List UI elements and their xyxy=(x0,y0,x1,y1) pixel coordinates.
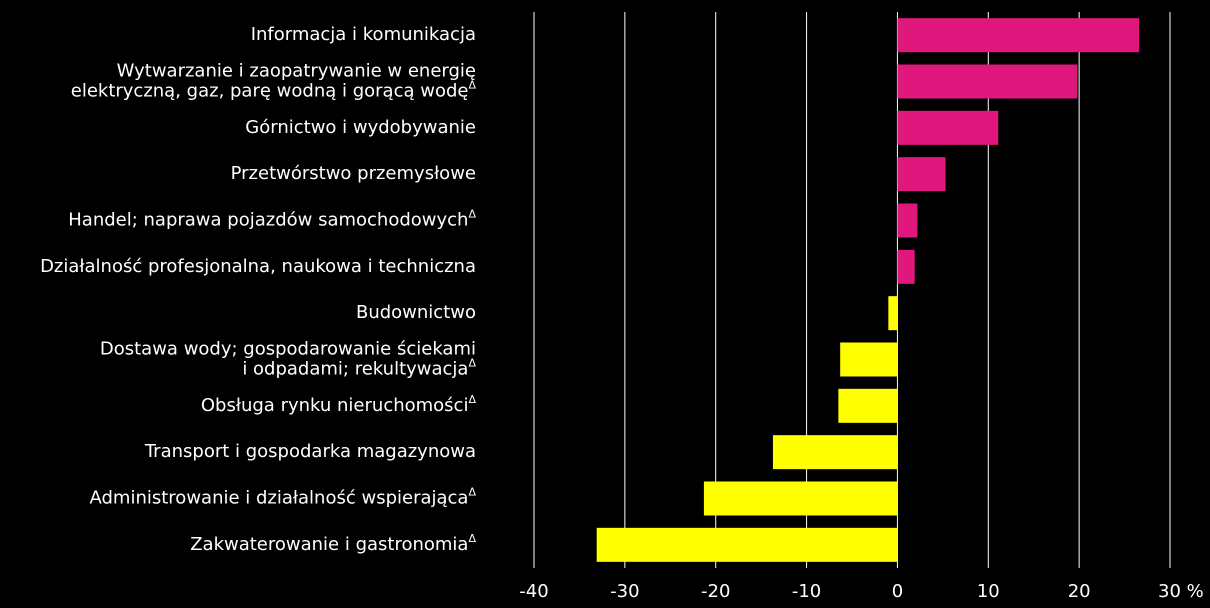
y-tick-label: Administrowanie i działalność wspierając… xyxy=(90,486,477,509)
bar xyxy=(840,342,898,377)
bar xyxy=(703,481,898,516)
bar xyxy=(897,18,1140,53)
y-tick-label: Wytwarzanie i zaopatrywanie w energię ele… xyxy=(71,61,477,102)
bar xyxy=(596,527,898,562)
y-tick-label: Górnictwo i wydobywanie xyxy=(245,117,476,138)
x-tick-label: -30 xyxy=(610,581,639,602)
y-tick-label: Informacja i komunikacja xyxy=(251,24,476,45)
x-tick-label: 10 xyxy=(977,581,1000,602)
bar xyxy=(897,64,1078,99)
x-tick-label: 0 xyxy=(892,581,903,602)
y-tick-label: Handel; naprawa pojazdów samochodowychΔ xyxy=(68,208,476,231)
y-tick-label: Działalność profesjonalna, naukowa i tec… xyxy=(40,256,476,277)
bar xyxy=(888,296,898,331)
x-tick-label: -10 xyxy=(792,581,821,602)
y-tick-label: Przetwórstwo przemysłowe xyxy=(231,163,476,184)
x-tick-label: -20 xyxy=(701,581,730,602)
x-tick-label: -40 xyxy=(519,581,548,602)
bar xyxy=(772,435,898,470)
bar xyxy=(897,203,918,238)
y-tick-label: Dostawa wody; gospodarowanie ściekami i o… xyxy=(100,339,477,380)
x-tick-label: 30 % xyxy=(1158,581,1204,602)
y-tick-label: Budownictwo xyxy=(356,302,476,323)
bar xyxy=(838,388,898,423)
y-tick-label: Zakwaterowanie i gastronomiaΔ xyxy=(190,532,476,555)
bar xyxy=(897,249,915,284)
bar xyxy=(897,110,999,145)
y-tick-label: Obsługa rynku nieruchomościΔ xyxy=(201,393,477,416)
bar xyxy=(897,157,946,192)
y-tick-label: Transport i gospodarka magazynowa xyxy=(144,441,476,462)
x-tick-label: 20 xyxy=(1068,581,1091,602)
